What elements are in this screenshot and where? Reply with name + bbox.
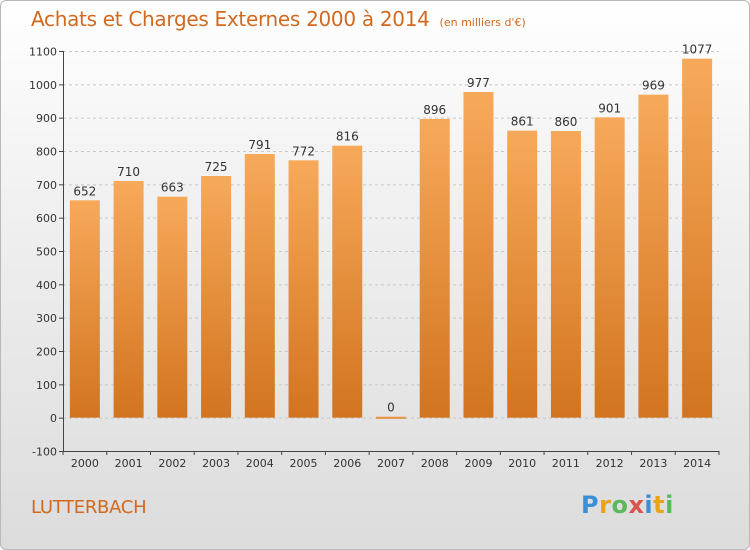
value-label: 860 [554,115,577,129]
x-tick-label: 2006 [333,457,361,470]
bars [69,58,713,419]
logo-letter: P [581,491,600,519]
y-tick-label: -100 [32,446,57,459]
chart-title-text: Achats et Charges Externes 2000 à 2014 [31,7,430,31]
value-label: 901 [598,101,621,115]
x-tick-label: 2010 [508,457,536,470]
value-label: 816 [336,130,359,144]
logo-letter: o [611,491,629,519]
y-tick-label: 200 [36,346,57,359]
x-tick-label: 2005 [290,457,318,470]
bar [332,145,363,418]
bar [550,131,581,418]
bar [69,200,100,418]
bar [594,117,625,418]
value-label: 652 [73,184,96,198]
logo-letter: t [653,491,666,519]
axes: -100 0 100 200 300 400 500 600 700 800 900 1000 1100… [29,46,720,470]
logo-letter: i [665,491,674,519]
y-tick-label: 700 [36,179,57,192]
place-name: LUTTERBACH [31,497,147,518]
chart-unit: (en milliers d'€) [439,16,526,29]
bar [376,416,406,419]
bar [201,176,232,418]
x-tick-label: 2013 [639,457,667,470]
x-tick-label: 2012 [596,457,624,470]
logo-letter: i [644,491,654,519]
value-label: 969 [642,79,665,93]
value-label: 1077 [682,43,713,57]
y-tick-label: 500 [36,246,57,259]
value-label: 977 [467,76,490,90]
value-label: 896 [423,103,446,117]
y-tick-label: 0 [50,412,57,425]
bar [419,119,450,418]
value-label: 772 [292,144,315,158]
bar [244,154,275,418]
y-tick-label: 800 [36,146,57,159]
value-label: 861 [511,115,534,129]
x-tick-label: 2011 [552,457,580,470]
y-tick-label: 600 [36,212,57,225]
value-label: 0 [387,401,395,415]
x-tick-label: 2003 [202,457,230,470]
x-tick-label: 2001 [115,457,143,470]
x-tick-label: 2007 [377,457,405,470]
bar [288,160,319,418]
value-label: 791 [248,138,271,152]
bar [157,196,188,418]
logo-letter: x [628,491,645,519]
value-label: 710 [117,165,140,179]
chart-title: Achats et Charges Externes 2000 à 2014 (e… [31,7,526,31]
value-label: 663 [161,181,184,195]
y-tick-label: 900 [36,112,57,125]
data-labels: 652 710 663 725 791 772 816 0 896 977 861 860 901 969… [73,43,712,415]
value-label: 725 [205,160,228,174]
x-tick-label: 2008 [421,457,449,470]
y-tick-label: 1000 [29,79,57,92]
y-tick-label: 1100 [29,46,57,59]
logo-letter: r [599,491,612,519]
x-tick-label: 2000 [71,457,99,470]
x-tick-label: 2009 [464,457,492,470]
proxiti-logo: Proxiti [581,491,674,519]
x-tick-label: 2014 [683,457,711,470]
x-tick-label: 2004 [246,457,274,470]
bar [638,94,669,418]
bar [463,92,494,418]
x-tick-label: 2002 [158,457,186,470]
y-tick-label: 400 [36,279,57,292]
y-tick-label: 100 [36,379,57,392]
y-tick-label: 300 [36,312,57,325]
bar [113,181,144,418]
bar [682,58,713,418]
bar [507,130,538,418]
